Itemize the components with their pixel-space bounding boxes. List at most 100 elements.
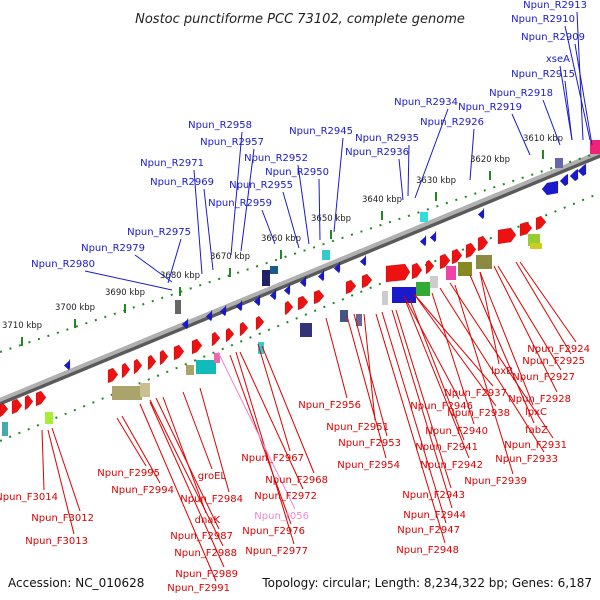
- forward-gene-label[interactable]: Npun_F2942: [420, 460, 483, 471]
- forward-gene-label[interactable]: dnaK: [195, 515, 221, 526]
- reverse-gene-label[interactable]: Npun_R2957: [200, 137, 264, 148]
- reverse-gene-label[interactable]: Npun_R2980: [31, 259, 95, 270]
- reverse-gene-label[interactable]: Npun_R2950: [265, 167, 329, 178]
- forward-gene-label[interactable]: fabZ: [525, 425, 548, 436]
- forward-gene-arrow: [497, 227, 517, 245]
- forward-gene-label[interactable]: Npun_F2967: [241, 453, 304, 464]
- forward-gene-label[interactable]: Npun_F2944: [403, 510, 466, 521]
- forward-gene-label[interactable]: Npun_F2946: [410, 401, 473, 412]
- forward-gene-label[interactable]: Npun_F2938: [447, 408, 510, 419]
- forward-gene-arrow: [211, 331, 221, 347]
- label-leader-line: [454, 284, 514, 475]
- forward-gene-label[interactable]: Npun_F2976: [242, 526, 305, 537]
- forward-gene-label[interactable]: groEL: [198, 471, 227, 482]
- label-leader-line: [167, 238, 182, 284]
- label-leader-line: [431, 292, 475, 425]
- forward-gene-label[interactable]: Npun_F2977: [245, 546, 308, 557]
- label-leader-line: [149, 399, 224, 547]
- forward-gene-label[interactable]: Npun_F2972: [254, 491, 317, 502]
- reverse-gene-label[interactable]: Npun_R2909: [521, 32, 585, 43]
- forward-gene-arrow: [159, 349, 169, 366]
- tick-label: 3650 kbp: [311, 214, 351, 224]
- forward-gene-label[interactable]: Npun_F2989: [175, 569, 238, 580]
- forward-gene-label[interactable]: Npun_F2984: [180, 494, 243, 505]
- forward-gene-label[interactable]: Npun_F2991: [167, 583, 230, 594]
- forward-gene-label[interactable]: Npun_F2933: [495, 454, 558, 465]
- forward-gene-label[interactable]: Npun_F2941: [415, 442, 478, 453]
- reverse-gene-label[interactable]: Npun_R2919: [458, 102, 522, 113]
- forward-gene-label[interactable]: Npun_F3013: [25, 536, 88, 547]
- label-leader-line: [398, 158, 404, 201]
- feature-block: [175, 300, 181, 314]
- reverse-gene-label[interactable]: Npun_R2934: [394, 97, 458, 108]
- forward-gene-label[interactable]: Npun_F2951: [326, 422, 389, 433]
- reverse-gene-label[interactable]: Npun_R2959: [208, 198, 272, 209]
- reverse-gene-label[interactable]: Npun_R2955: [229, 180, 293, 191]
- reverse-gene-label[interactable]: Npun_R2952: [244, 153, 308, 164]
- forward-gene-label[interactable]: Npun_F2953: [338, 438, 401, 449]
- forward-gene-label[interactable]: Npun_F2948: [396, 545, 459, 556]
- label-leader-line: [413, 293, 494, 387]
- feature-block: [382, 291, 388, 305]
- forward-gene-label[interactable]: Npun_F3012: [31, 513, 94, 524]
- forward-gene-label[interactable]: Npun_F2924: [527, 344, 590, 355]
- forward-gene-label[interactable]: Npun_F2947: [397, 525, 460, 536]
- reverse-gene-label[interactable]: Npun_R2969: [150, 177, 214, 188]
- forward-gene-label[interactable]: Npun_F2995: [97, 468, 160, 479]
- reverse-gene-label[interactable]: Npun_R2918: [489, 88, 553, 99]
- reverse-gene-label[interactable]: Npun_R2910: [511, 14, 575, 25]
- reverse-gene-label[interactable]: Npun_R2926: [420, 117, 484, 128]
- forward-gene-label[interactable]: Npun_F2994: [111, 485, 174, 496]
- forward-gene-label[interactable]: Npun_F2968: [265, 475, 328, 486]
- reverse-gene-label[interactable]: Npun_R2958: [188, 120, 252, 131]
- reverse-gene-arrow: [269, 288, 277, 301]
- label-leader-line: [519, 261, 577, 343]
- label-leader-line: [479, 271, 500, 365]
- forward-gene-label[interactable]: Npun_F2954: [337, 460, 400, 471]
- reverse-gene-label[interactable]: Npun_R2945: [289, 126, 353, 137]
- forward-gene-label[interactable]: Npun_F2940: [425, 426, 488, 437]
- forward-gene-label[interactable]: Npun_F3014: [0, 492, 58, 503]
- forward-gene-label[interactable]: Npun_F2925: [522, 356, 585, 367]
- tick-layer: 3610 kbp 3620 kbp 3630 kbp 3640 kbp 3650 kbp…: [2, 134, 563, 346]
- reverse-gene-label[interactable]: xseA: [546, 54, 570, 65]
- label-leader-line: [134, 254, 173, 283]
- reverse-gene-label[interactable]: Npun_R2979: [81, 243, 145, 254]
- feature-block: [45, 412, 53, 424]
- forward-gene-label[interactable]: Npun_F2927: [512, 372, 575, 383]
- forward-gene-label[interactable]: Npun_F2987: [170, 531, 233, 542]
- label-leader-line: [282, 191, 300, 249]
- forward-gene-label[interactable]: Npun_F2931: [504, 440, 567, 451]
- tick-label: 3660 kbp: [261, 234, 301, 244]
- feature-block: [270, 266, 278, 274]
- forward-gene-label[interactable]: Npun_F2943: [402, 490, 465, 501]
- rna-gene-label[interactable]: Npun_r056: [254, 511, 309, 522]
- label-leader-line: [155, 397, 220, 530]
- reverse-gene-label[interactable]: Npun_R2915: [511, 69, 575, 80]
- forward-gene-label[interactable]: lpxB: [491, 366, 513, 377]
- forward-gene-label[interactable]: Npun_F2956: [298, 400, 361, 411]
- label-leader-line: [363, 313, 376, 421]
- forward-gene-label[interactable]: Npun_F2928: [508, 394, 571, 405]
- label-leader-line: [47, 429, 75, 535]
- label-leader-line: [121, 415, 161, 484]
- reverse-gene-label[interactable]: Npun_R2936: [345, 147, 409, 158]
- reverse-gene-label[interactable]: Npun_R2975: [127, 227, 191, 238]
- forward-gene-label[interactable]: Npun_F2988: [174, 548, 237, 559]
- forward-gene-arrow: [147, 354, 157, 371]
- reverse-gene-label[interactable]: Npun_R2913: [523, 0, 587, 11]
- reverse-gene-label[interactable]: Npun_R2935: [355, 133, 419, 144]
- forward-gene-label[interactable]: Npun_F2939: [464, 476, 527, 487]
- label-leader-line: [574, 43, 593, 146]
- forward-gene-label[interactable]: lpxC: [525, 407, 547, 418]
- backbone: [0, 149, 600, 403]
- reverse-gene-label[interactable]: Npun_R2971: [140, 158, 204, 169]
- reverse-gene-arrow: [541, 180, 559, 196]
- forward-gene-label[interactable]: Npun_F2937: [444, 388, 507, 399]
- label-leader-line: [318, 178, 321, 241]
- reverse-gene-arrow: [577, 163, 587, 177]
- forward-gene-arrow: [133, 358, 143, 375]
- label-leader-line: [395, 309, 452, 489]
- forward-gene-arrow: [225, 327, 235, 343]
- reverse-gene-arrow: [63, 358, 71, 371]
